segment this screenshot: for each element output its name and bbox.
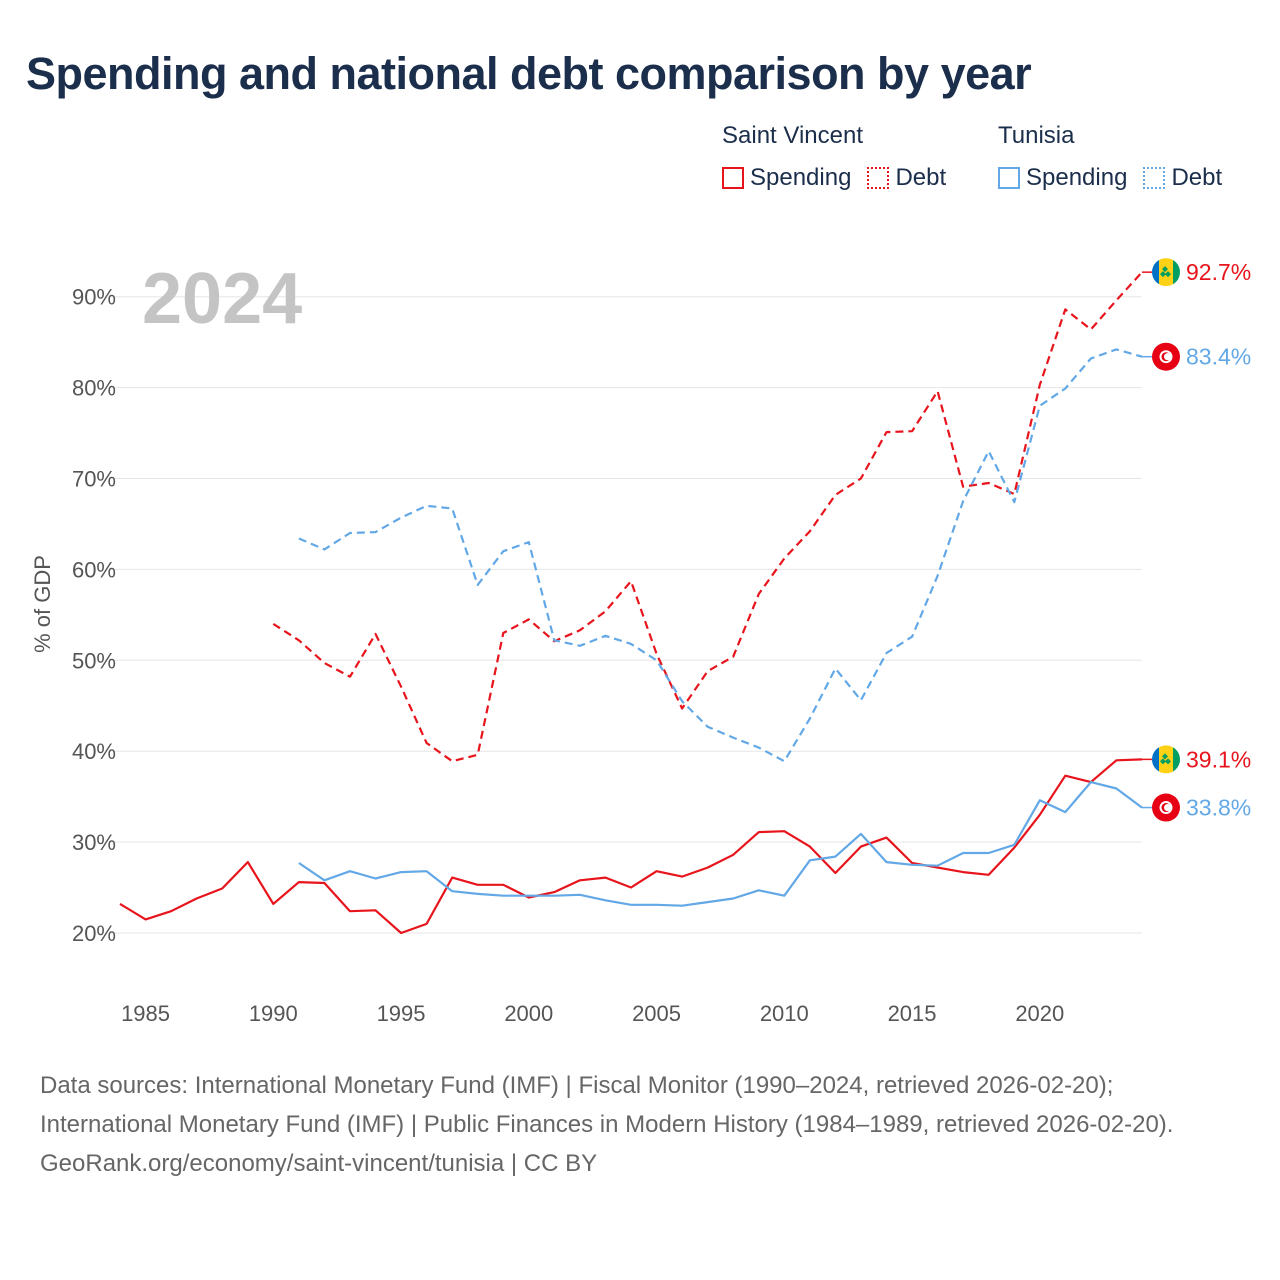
y-tick-label: 60% bbox=[72, 557, 116, 582]
tunisia-flag-icon bbox=[1152, 793, 1180, 822]
x-tick-label: 2015 bbox=[888, 1001, 937, 1026]
line-chart: 20% 30% 40% 50% 60% 70% 80% 90% 1985 1990 1995 2000… bbox=[30, 258, 1251, 1026]
series-line-tunisia-debt[interactable] bbox=[298, 348, 1143, 763]
attribution-link[interactable]: GeoRank.org/economy/saint-vincent/tunisi… bbox=[40, 1150, 598, 1177]
footer: Data sources: International Monetary Fun… bbox=[40, 1066, 1240, 1183]
legend-item-tn-spending[interactable]: Spending bbox=[998, 164, 1127, 192]
legend-item-sv-debt[interactable]: Debt bbox=[867, 164, 946, 192]
end-value-label: 92.7% bbox=[1186, 259, 1251, 285]
legend-saint-vincent: Saint Vincent Spending Debt bbox=[722, 122, 946, 192]
y-tick-label: 40% bbox=[72, 739, 116, 764]
legend-swatch-dotted bbox=[1143, 167, 1166, 189]
legend-swatch-solid bbox=[722, 167, 744, 189]
x-tick-label: 1985 bbox=[121, 1001, 170, 1026]
end-labels: 92.7% 83.4% 39.1% 33.8% bbox=[1142, 258, 1251, 822]
legend-label: Debt bbox=[895, 164, 947, 191]
legend-group-name: Tunisia bbox=[998, 122, 1075, 149]
axis-labels: 20% 30% 40% 50% 60% 70% 80% 90% 1985 1990 1995 2000… bbox=[72, 285, 1064, 1026]
series-line-tunisia-spending[interactable] bbox=[298, 780, 1143, 907]
data-sources: Data sources: International Monetary Fun… bbox=[40, 1072, 1174, 1138]
end-value-label: 83.4% bbox=[1186, 344, 1251, 370]
gridlines bbox=[110, 296, 1142, 934]
y-tick-label: 20% bbox=[72, 921, 116, 946]
legend-item-sv-spending[interactable]: Spending bbox=[722, 164, 851, 192]
x-tick-label: 2005 bbox=[632, 1001, 681, 1026]
series-lines bbox=[119, 271, 1143, 935]
x-tick-label: 2000 bbox=[504, 1001, 553, 1026]
legend-swatch-dotted bbox=[867, 167, 890, 189]
saint-vincent-flag-icon bbox=[1152, 258, 1180, 287]
saint-vincent-flag-icon bbox=[1152, 745, 1180, 774]
end-value-label: 39.1% bbox=[1186, 746, 1251, 772]
legend-tunisia: Tunisia Spending Debt bbox=[998, 122, 1222, 192]
x-tick-label: 2020 bbox=[1015, 1001, 1064, 1026]
y-tick-label: 90% bbox=[72, 285, 116, 310]
y-axis-title: % of GDP bbox=[30, 555, 55, 653]
end-value-label: 33.8% bbox=[1186, 795, 1251, 821]
legend-label: Spending bbox=[750, 164, 852, 191]
y-tick-label: 50% bbox=[72, 648, 116, 673]
legend-label: Spending bbox=[1026, 164, 1128, 191]
legend-label: Debt bbox=[1171, 164, 1223, 191]
legend-item-tn-debt[interactable]: Debt bbox=[1143, 164, 1222, 192]
x-tick-label: 1995 bbox=[377, 1001, 426, 1026]
series-line-saint-vincent-spending[interactable] bbox=[119, 758, 1143, 935]
y-tick-label: 30% bbox=[72, 830, 116, 855]
chart-title: Spending and national debt comparison by… bbox=[26, 48, 1032, 99]
year-watermark: 2024 bbox=[142, 259, 302, 339]
y-tick-label: 70% bbox=[72, 467, 116, 492]
legend-group-name: Saint Vincent bbox=[722, 122, 863, 149]
tunisia-flag-icon bbox=[1152, 342, 1180, 371]
x-tick-label: 2010 bbox=[760, 1001, 809, 1026]
x-tick-label: 1990 bbox=[249, 1001, 298, 1026]
series-line-saint-vincent-debt[interactable] bbox=[272, 271, 1143, 763]
legend-swatch-solid bbox=[998, 167, 1020, 189]
y-tick-label: 80% bbox=[72, 376, 116, 401]
